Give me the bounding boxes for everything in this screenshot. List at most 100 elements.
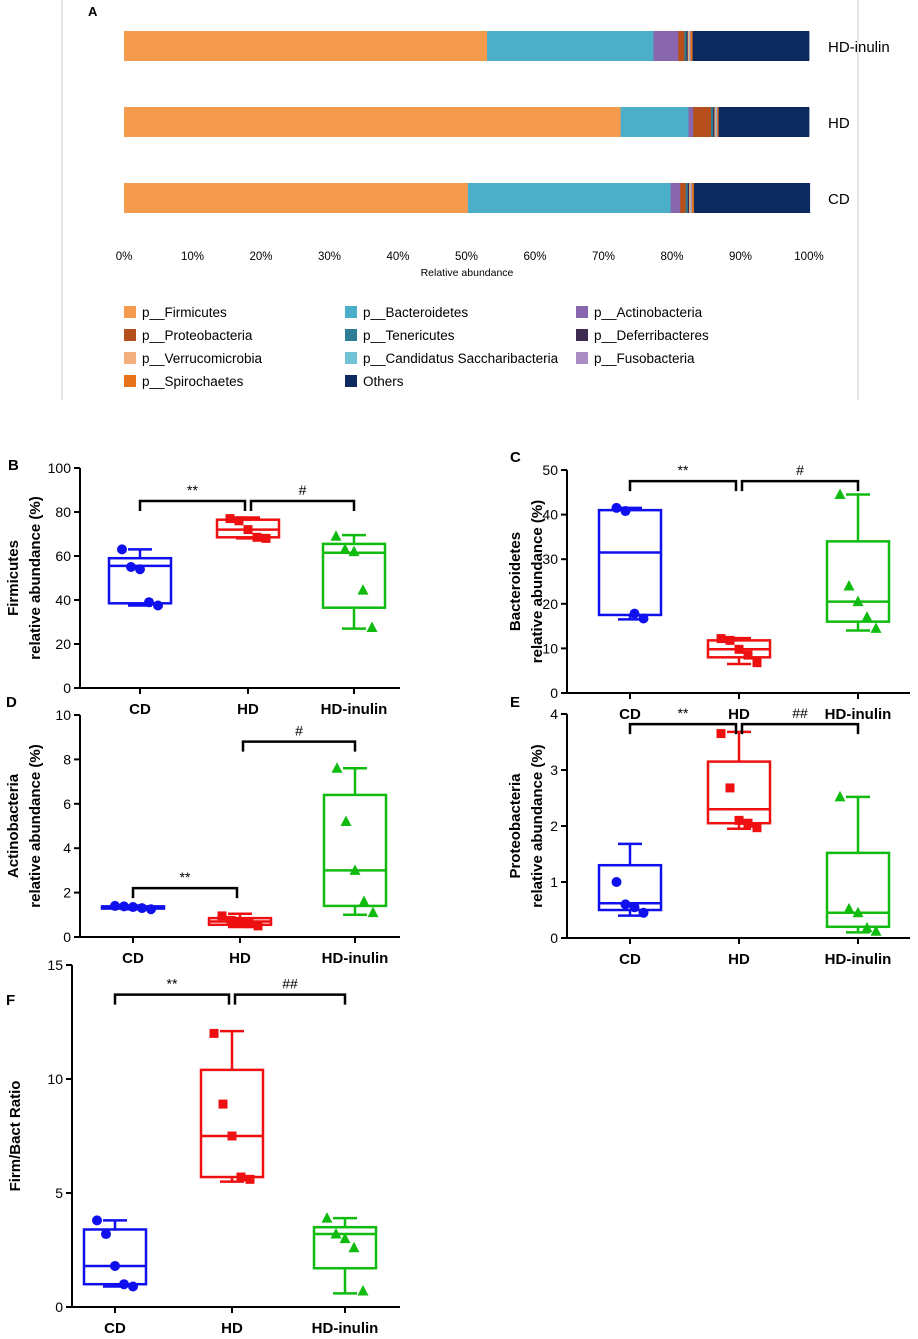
data-point	[734, 644, 744, 654]
data-point	[340, 815, 352, 827]
significance-label: ##	[282, 976, 298, 992]
bar-segment-cd-p-verrucomicrobia	[689, 183, 691, 213]
x-tick-label: 70%	[592, 251, 615, 263]
y-tick-label: 30	[542, 551, 558, 567]
bar-segment-hd-inulin-others	[692, 31, 810, 61]
x-tick-label: 40%	[386, 251, 409, 263]
y-tick-label: 6	[63, 796, 71, 812]
bar-segment-cd-others	[693, 183, 811, 213]
panel-label-f: F	[6, 992, 15, 1009]
legend-label-p-tenericutes: p__Tenericutes	[363, 328, 455, 343]
bar-segment-hd-p-candidatus-saccharibacteria	[715, 107, 717, 137]
data-point	[253, 921, 263, 931]
bar-segment-hd-p-fusobacteria	[716, 107, 718, 137]
data-point	[348, 545, 360, 557]
data-point	[620, 506, 631, 517]
y-tick-label: 50	[542, 462, 558, 478]
legend-swatch-p-verrucomicrobia	[124, 352, 136, 364]
y-axis-title-line2: relative abundance (%)	[529, 500, 546, 663]
legend-swatch-p-bacteroidetes	[345, 306, 357, 318]
data-point	[146, 904, 156, 915]
y-tick-label: 10	[55, 707, 71, 723]
panel-f-box-plot: F 0 5 10 15 Firm/Bact Ratio CD HD HD-inulin ** ##	[6, 957, 400, 1337]
panel-c-box-plot: C 0 10 20 30 40 50 Bacteroidetes relative abunda…	[507, 449, 910, 723]
legend-label-p-firmicutes: p__Firmicutes	[142, 305, 227, 320]
data-point	[321, 1212, 333, 1223]
box-hd	[199, 1028, 265, 1184]
data-point	[870, 925, 882, 936]
bar-segment-cd-p-candidatus-saccharibacteria	[690, 183, 692, 213]
x-tick-label-hd-inulin: HD-inulin	[825, 951, 892, 968]
y-axis-title: Proteobacteria	[507, 773, 524, 879]
legend-label-p-deferribacteres: p__Deferribacteres	[594, 328, 709, 343]
y-tick-label: 0	[63, 929, 71, 945]
legend-swatch-p-firmicutes	[124, 306, 136, 318]
y-tick-label: 0	[550, 930, 558, 946]
x-tick-label-cd: CD	[619, 951, 641, 968]
significance-label: **	[187, 482, 198, 498]
x-tick-label: 60%	[523, 251, 546, 263]
data-point	[843, 902, 855, 914]
data-point	[92, 1215, 102, 1226]
y-tick-label: 0	[55, 1299, 63, 1315]
bar-segment-hd-inulin-p-tenericutes	[684, 31, 687, 61]
data-point	[135, 564, 145, 575]
bar-segment-hd-inulin-p-bacteroidetes	[487, 31, 654, 61]
data-point	[834, 488, 846, 500]
data-point	[638, 907, 649, 918]
bar-segment-cd-p-spirochaetes	[691, 183, 695, 213]
legend-label-p-fusobacteria: p__Fusobacteria	[594, 351, 695, 366]
legend-swatch-p-spirochaetes	[124, 375, 136, 387]
data-point	[245, 1174, 255, 1184]
data-point	[752, 658, 762, 668]
data-point	[218, 1099, 228, 1109]
bar-segment-cd-p-bacteroidetes	[467, 183, 672, 213]
x-tick-label-cd: CD	[122, 950, 144, 967]
significance-bracket	[241, 740, 357, 752]
bar-segment-hd-inulin-p-spirochaetes	[690, 31, 693, 61]
x-tick-label-hd: HD	[728, 951, 750, 968]
y-tick-label: 4	[550, 706, 558, 722]
bar-segment-hd-inulin-p-candidatus-saccharibacteria	[689, 31, 691, 61]
data-point	[330, 1228, 342, 1239]
box-hd-inulin	[312, 1212, 378, 1296]
data-point	[861, 921, 873, 933]
bar-segment-hd-inulin-p-actinobacteria	[653, 31, 679, 61]
significance-label: **	[678, 705, 689, 721]
interquartile-box	[597, 863, 663, 912]
panel-b-box-plot: B 0 20 40 60 80 100 Firmicutes relative abundanc…	[5, 457, 400, 718]
data-point	[734, 815, 744, 825]
x-tick-label: 10%	[181, 251, 204, 263]
data-point	[611, 502, 622, 513]
data-point	[725, 783, 735, 793]
y-tick-label: 2	[63, 885, 71, 901]
legend-swatch-p-actinobacteria	[576, 306, 588, 318]
panel-label-a: A	[88, 4, 98, 19]
data-point	[126, 562, 136, 572]
data-point	[144, 597, 154, 608]
data-point	[261, 533, 271, 543]
y-tick-label: 1	[550, 874, 558, 890]
x-tick-label-cd: CD	[104, 1320, 126, 1337]
data-point	[366, 621, 378, 632]
data-point	[331, 762, 343, 773]
x-tick-label-hd-inulin: HD-inulin	[312, 1320, 379, 1337]
significance-bracket	[628, 722, 738, 735]
y-axis-title-line2: relative abundance (%)	[27, 744, 44, 907]
legend-swatch-p-fusobacteria	[576, 352, 588, 364]
data-point	[843, 579, 855, 591]
x-axis-title: Relative abundance	[421, 267, 514, 279]
bar-segment-hd-p-actinobacteria	[688, 107, 694, 137]
bar-segment-hd-inulin-p-firmicutes	[124, 31, 488, 61]
x-tick-label-hd-inulin: HD-inulin	[322, 950, 389, 967]
bar-segment-hd-inulin-p-proteobacteria	[678, 31, 685, 61]
y-axis-title-line2: relative abundance (%)	[529, 744, 546, 907]
data-point	[339, 543, 351, 554]
row-label-cd: CD	[828, 191, 850, 208]
data-point	[243, 525, 253, 535]
significance-label: #	[295, 723, 303, 739]
y-tick-label: 60	[55, 548, 71, 564]
panel-d-box-plot: D 0 2 4 6 8 10 Actinobacteria relative abundance…	[5, 694, 400, 967]
legend-label-p-bacteroidetes: p__Bacteroidetes	[363, 305, 468, 320]
